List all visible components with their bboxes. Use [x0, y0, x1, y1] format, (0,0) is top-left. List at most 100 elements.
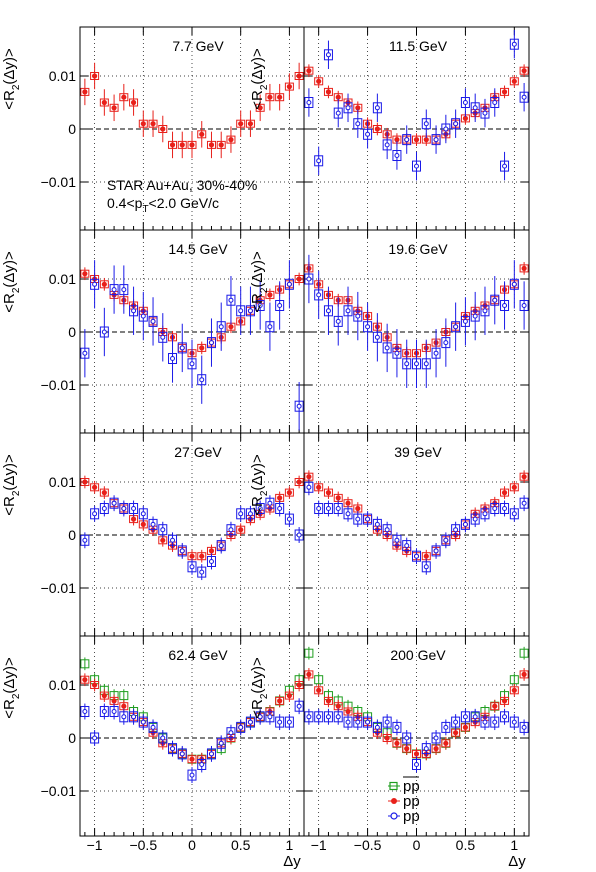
data-point: [296, 479, 302, 485]
y-axis-label-tail: (Δy)>: [1, 454, 18, 491]
data-point: [170, 356, 176, 361]
data-point: [257, 714, 263, 720]
systematic-box: [99, 326, 109, 338]
x-axis-label: Δy: [508, 853, 526, 870]
systematic-box: [480, 716, 490, 728]
systematic-box: [500, 87, 510, 96]
x-tick-label: 0: [188, 837, 196, 853]
data-point: [482, 308, 488, 314]
data-point: [228, 324, 234, 330]
y-axis-label-main: <R: [249, 496, 266, 516]
systematic-box: [470, 310, 480, 322]
data-point: [277, 698, 283, 704]
data-point: [189, 142, 195, 148]
data-point: [384, 345, 390, 351]
series-proton: [80, 260, 304, 431]
systematic-box: [294, 72, 304, 80]
systematic-box: [382, 342, 392, 354]
systematic-box: [216, 540, 226, 552]
data-point: [92, 73, 98, 79]
systematic-box: [519, 91, 529, 103]
systematic-box: [323, 711, 333, 723]
y-axis-label: <R2(Δy)>: [1, 454, 22, 516]
data-point: [502, 303, 508, 308]
systematic-box: [431, 134, 441, 146]
data-point: [247, 511, 253, 517]
systematic-box: [158, 732, 168, 744]
data-point: [384, 719, 390, 725]
panel-frame: [303, 635, 530, 837]
systematic-box: [412, 160, 421, 172]
data-point: [277, 719, 283, 725]
data-point: [199, 569, 205, 575]
data-point: [238, 724, 244, 730]
systematic-box: [460, 97, 470, 108]
data-point: [502, 506, 508, 511]
systematic-box: [158, 125, 168, 133]
legend-label: pp: [403, 778, 420, 795]
data-point: [316, 78, 322, 84]
data-point: [433, 548, 439, 554]
data-point: [92, 682, 98, 688]
systematic-box: [255, 103, 265, 112]
data-point: [189, 564, 195, 570]
systematic-box: [363, 321, 373, 333]
data-point: [335, 94, 341, 100]
data-point: [208, 559, 214, 564]
data-point: [345, 105, 351, 111]
data-point: [92, 511, 98, 517]
systematic-box: [129, 711, 139, 723]
data-point: [306, 474, 312, 480]
systematic-box: [245, 305, 255, 317]
systematic-box: [80, 706, 90, 717]
y-axis-label-subscript: 2: [259, 287, 270, 293]
data-point: [199, 345, 205, 351]
systematic-box: [353, 118, 363, 130]
systematic-box: [294, 478, 304, 486]
data-point: [462, 521, 468, 527]
systematic-box: [90, 732, 100, 744]
data-point: [384, 735, 390, 741]
systematic-box: [353, 716, 363, 728]
data-point: [286, 281, 292, 287]
data-point: [82, 271, 88, 277]
systematic-box: [197, 759, 207, 770]
data-point: [521, 724, 527, 730]
data-point: [238, 121, 244, 127]
data-point: [267, 94, 273, 100]
data-point: [384, 527, 390, 533]
systematic-box: [245, 508, 255, 520]
systematic-box: [80, 478, 90, 486]
systematic-box: [509, 686, 519, 695]
systematic-box: [216, 321, 226, 333]
systematic-box: [197, 374, 207, 386]
data-point: [296, 276, 302, 282]
systematic-box: [148, 518, 158, 530]
data-point: [404, 361, 410, 367]
systematic-box: [129, 503, 139, 514]
x-tick-label: 0.5: [456, 837, 476, 853]
systematic-box: [392, 739, 402, 748]
systematic-box: [314, 711, 324, 723]
systematic-box: [138, 508, 148, 520]
legend-marker: [390, 812, 398, 820]
data-point: [160, 735, 166, 741]
y-axis-label-main: <R: [1, 90, 18, 110]
systematic-box: [119, 93, 129, 102]
systematic-box: [519, 472, 529, 481]
y-axis-label-tail: (Δy)>: [1, 48, 18, 85]
data-point: [335, 495, 341, 501]
data-point: [101, 281, 107, 287]
data-point: [80, 659, 90, 669]
data-point: [365, 516, 371, 522]
systematic-box: [226, 524, 236, 536]
data-point: [199, 762, 205, 767]
energy-label: 62.4 GeV: [168, 647, 228, 663]
y-tick-label: 0: [68, 324, 76, 340]
y-axis-label-subscript: 2: [259, 693, 270, 699]
systematic-box: [470, 102, 480, 114]
systematic-box: [460, 518, 470, 530]
y-tick-label: −0.01: [41, 174, 77, 190]
data-point: [179, 345, 185, 351]
